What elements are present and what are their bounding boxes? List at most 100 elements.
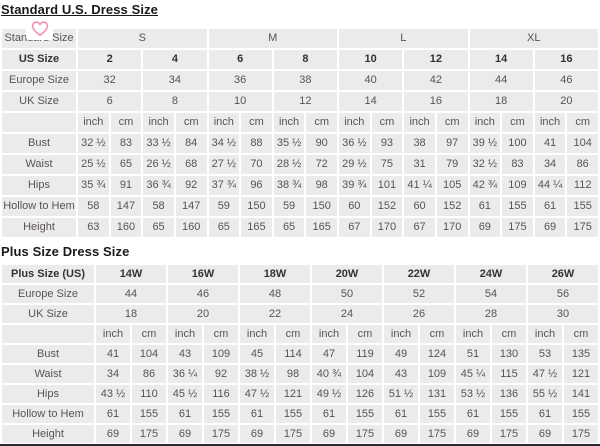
measurement-cell: 110 <box>132 385 166 403</box>
measurement-cell: 126 <box>348 385 382 403</box>
measurement-row: Hips 43 ½ 110 45 ½ 116 47 ½ 121 49 ½ 126 51 ½ 131 5… <box>2 385 598 403</box>
europe-size-cell: 46 <box>168 285 238 303</box>
measurement-cell: 109 <box>502 176 533 195</box>
window-bottom-edge <box>0 444 600 446</box>
unit-inch-cell: inch <box>384 325 418 343</box>
unit-cm-cell: cm <box>241 113 272 132</box>
measurement-row: Height 63 160 65 160 65 165 65 165 67 170 67 170 69 17… <box>2 218 598 237</box>
unit-cm-cell: cm <box>110 113 142 132</box>
measurement-row: Height 69 175 69 175 69 175 69 175 69 175 69 175 69 17… <box>2 425 598 443</box>
row-label <box>2 113 76 132</box>
us-size-cell: 6 <box>208 50 272 69</box>
standard-size-chart-title: Standard U.S. Dress Size <box>1 2 159 17</box>
unit-inch-cell: inch <box>240 325 274 343</box>
us-size-cell: 12 <box>404 50 468 69</box>
row-label: Hips <box>2 385 94 403</box>
measurement-cell: 160 <box>110 218 142 237</box>
measurement-cell: 93 <box>371 134 403 153</box>
measurement-cell: 69 <box>528 425 562 443</box>
measurement-cell: 72 <box>306 155 337 174</box>
standard-size-cell: L <box>339 29 468 48</box>
measurement-cell: 101 <box>371 176 403 195</box>
us-size-row: US Size 2 4 6 8 10 12 14 16 <box>2 50 598 69</box>
heart-icon <box>31 20 48 36</box>
measurement-cell: 165 <box>241 218 272 237</box>
measurement-cell: 61 <box>312 405 346 423</box>
measurement-cell: 38 ½ <box>240 365 274 383</box>
row-label: Europe Size <box>2 285 94 303</box>
measurement-cell: 63 <box>78 218 109 237</box>
uk-size-cell: 6 <box>78 92 142 111</box>
standard-size-cell: M <box>208 29 337 48</box>
unit-cm-cell: cm <box>564 325 598 343</box>
measurement-cell: 155 <box>348 405 382 423</box>
uk-size-cell: 10 <box>208 92 272 111</box>
europe-size-cell: 34 <box>143 71 207 90</box>
unit-inch-cell: inch <box>208 113 240 132</box>
measurement-cell: 36 ¾ <box>143 176 174 195</box>
measurement-cell: 79 <box>436 155 468 174</box>
measurement-cell: 39 ½ <box>469 134 501 153</box>
plus-size-cell: 24W <box>456 265 526 283</box>
measurement-cell: 175 <box>420 425 454 443</box>
uk-size-cell: 20 <box>534 92 598 111</box>
measurement-cell: 83 <box>502 155 533 174</box>
measurement-cell: 59 <box>273 197 305 216</box>
measurement-cell: 155 <box>492 405 526 423</box>
unit-inch-cell: inch <box>96 325 130 343</box>
unit-inch-cell: inch <box>312 325 346 343</box>
measurement-cell: 36 ¼ <box>168 365 202 383</box>
row-label: Height <box>2 218 76 237</box>
measurement-cell: 83 <box>110 134 142 153</box>
unit-inch-cell: inch <box>273 113 305 132</box>
unit-cm-cell: cm <box>436 113 468 132</box>
uk-size-cell: 12 <box>273 92 337 111</box>
row-label: Hips <box>2 176 76 195</box>
measurement-cell: 160 <box>175 218 207 237</box>
measurement-cell: 41 <box>534 134 566 153</box>
uk-size-cell: 24 <box>312 305 382 323</box>
measurement-cell: 90 <box>306 134 337 153</box>
measurement-cell: 43 <box>384 365 418 383</box>
us-size-cell: 8 <box>273 50 337 69</box>
measurement-cell: 35 ½ <box>273 134 305 153</box>
measurement-cell: 97 <box>436 134 468 153</box>
measurement-cell: 38 ¾ <box>273 176 305 195</box>
uk-size-cell: 18 <box>469 92 533 111</box>
measurement-cell: 155 <box>276 405 310 423</box>
uk-size-cell: 18 <box>96 305 166 323</box>
measurement-cell: 86 <box>132 365 166 383</box>
row-label: Waist <box>2 365 94 383</box>
measurement-cell: 100 <box>502 134 533 153</box>
measurement-cell: 155 <box>204 405 238 423</box>
measurement-cell: 98 <box>306 176 337 195</box>
unit-inch-cell: inch <box>534 113 566 132</box>
plus-size-cell: 20W <box>312 265 382 283</box>
row-label: Hollow to Hem <box>2 197 76 216</box>
row-label: Bust <box>2 134 76 153</box>
unit-inch-cell: inch <box>168 325 202 343</box>
europe-size-cell: 56 <box>528 285 598 303</box>
europe-size-cell: 46 <box>534 71 598 90</box>
measurement-cell: 49 <box>384 345 418 363</box>
uk-size-cell: 22 <box>240 305 310 323</box>
europe-size-row: Europe Size 44 46 48 50 52 54 56 <box>2 285 598 303</box>
measurement-cell: 39 ¾ <box>339 176 370 195</box>
measurement-row: Hollow to Hem 61 155 61 155 61 155 61 155 61 155 61… <box>2 405 598 423</box>
europe-size-cell: 44 <box>469 71 533 90</box>
plus-size-cell: 18W <box>240 265 310 283</box>
measurement-cell: 47 ½ <box>528 365 562 383</box>
measurement-row: Hollow to Hem 58 147 58 147 59 150 59 150 60 152 60… <box>2 197 598 216</box>
unit-cm-cell: cm <box>276 325 310 343</box>
measurement-cell: 131 <box>420 385 454 403</box>
plus-size-cell: 22W <box>384 265 454 283</box>
measurement-cell: 60 <box>404 197 435 216</box>
plus-size-row: Plus Size (US) 14W 16W 18W 20W 22W 24W 26W <box>2 265 598 283</box>
measurement-cell: 104 <box>567 134 598 153</box>
us-size-cell: 16 <box>534 50 598 69</box>
unit-cm-cell: cm <box>306 113 337 132</box>
row-label: Height <box>2 425 94 443</box>
wishlist-heart-button[interactable] <box>26 17 53 40</box>
measurement-cell: 59 <box>208 197 240 216</box>
measurement-cell: 147 <box>110 197 142 216</box>
